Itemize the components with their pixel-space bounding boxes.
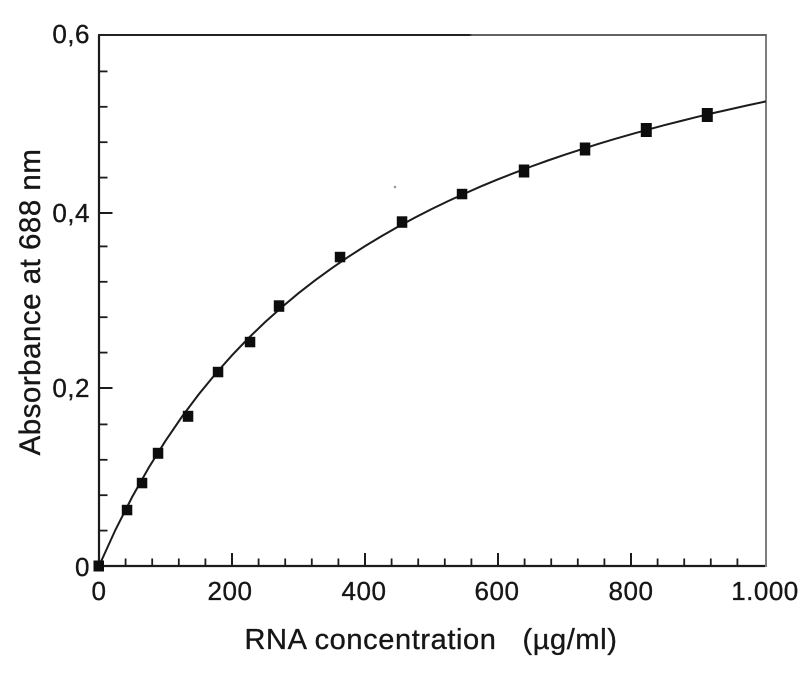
svg-text:200: 200 [208,576,253,606]
svg-text:0: 0 [92,576,107,606]
svg-text:Absorbance at 688 nm: Absorbance at 688 nm [14,149,47,456]
svg-text:RNA concentration (µg/ml): RNA concentration (µg/ml) [245,624,618,656]
svg-text:0,2: 0,2 [52,373,90,403]
svg-text:800: 800 [609,576,654,606]
svg-text:0,6: 0,6 [52,19,90,49]
svg-text:400: 400 [342,576,387,606]
svg-text:0,4: 0,4 [52,198,90,228]
svg-text:0: 0 [75,552,90,582]
svg-text:1.000: 1.000 [731,576,799,606]
svg-text:600: 600 [475,576,520,606]
